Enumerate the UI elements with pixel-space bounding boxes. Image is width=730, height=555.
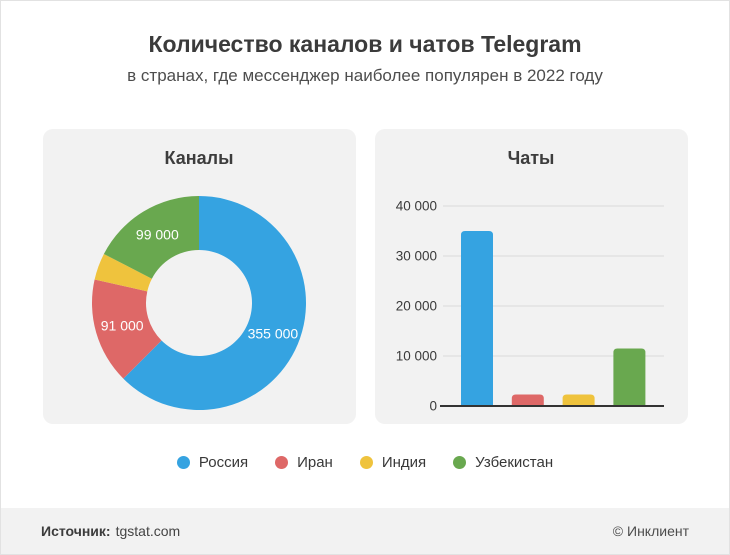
pie-slice-Индия [94,254,152,292]
page-title: Количество каналов и чатов Telegram [148,31,582,57]
bar-Россия [460,231,493,406]
pie-slice-value-label: 99 000 [136,227,179,243]
header: Количество каналов и чатов Telegram в ст… [1,1,729,86]
bar-Иран [511,394,544,406]
pie-slice-Узбекистан [103,196,199,279]
y-tick-label: 20 000 [395,299,436,314]
legend-item-uzbekistan: Узбекистан [453,454,553,471]
legend-color-dot-icon [275,456,289,469]
chats-bar-chart: 0 10 000 20 000 30 000 40 000 [395,199,664,414]
legend-item-russia: Россия [176,454,249,471]
legend-label: Узбекистан [475,454,554,471]
legend-color-dot-icon [453,456,467,469]
legend-label: Индия [381,454,427,471]
source: Источник: tgstat.com [41,523,180,539]
y-tick-label: 0 [429,399,437,414]
channels-donut-chart: 355 000 91 000 99 000 [92,196,306,410]
channels-panel-title: Каналы [164,148,234,168]
channels-panel: Каналы 355 000 91 000 99 000 [42,129,356,424]
legend-label: Иран [297,454,333,471]
charts-row: Каналы 355 000 91 000 99 000 Чаты 0 10 000 2… [1,129,729,424]
y-tick-label: 10 000 [395,349,436,364]
page-subtitle: в странах, где мессенджер наиболее попул… [127,66,603,85]
legend-label: Россия [198,454,249,471]
footer: Источник: tgstat.com © Инклиент [1,508,729,554]
copyright: © Инклиент [612,523,689,539]
source-label: Источник: [41,523,111,539]
legend-item-iran: Иран [275,454,333,471]
bar-Индия [562,394,595,406]
y-tick-label: 40 000 [395,199,436,214]
source-value: tgstat.com [115,523,181,539]
legend: Россия Иран Индия Узбекистан [1,454,729,471]
bar-Узбекистан [612,348,645,406]
pie-slice-Россия [123,196,306,410]
pie-slice-value-label: 355 000 [248,326,299,342]
y-tick-label: 30 000 [395,249,436,264]
pie-slice-Иран [92,279,162,379]
legend-color-dot-icon [176,456,190,469]
pie-slice-value-label: 91 000 [101,317,144,333]
chats-panel-title: Чаты [507,148,555,168]
legend-color-dot-icon [359,456,373,469]
legend-item-india: Индия [359,454,427,471]
chats-panel: Чаты 0 10 000 20 000 30 000 40 000 [374,129,688,424]
